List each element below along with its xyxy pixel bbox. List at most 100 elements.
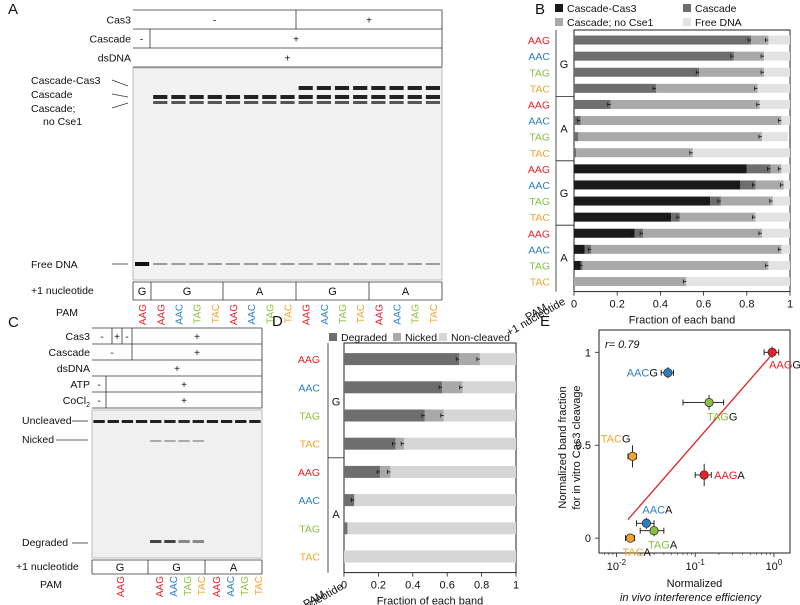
panel-a-pam-lane: TAG [193,304,204,324]
panel-letter-e: E [540,313,550,330]
panel-b-bar-free-dna [781,164,790,174]
cascade-band [298,95,313,99]
panel-c-row-label-sub: 2 [86,402,90,409]
cascade-no-cse1-band [153,101,168,104]
panel-b-bar-free-dna [764,51,790,61]
panel-b-bar-cascade-no-cse1 [582,260,769,270]
panel-a-pam-lane: TAG [411,304,422,324]
panel-d-bar-non-cleaved [344,550,516,563]
panel-d-category-label: AAG [298,467,320,479]
band-label-uncleaved: Uncleaved [22,415,72,427]
panel-b-legend-label: Cascade [695,3,737,15]
cascade-band [334,95,350,99]
panel-b-bar-free-dna [759,99,790,109]
panel-d-bar-degraded [344,522,348,535]
free-dna-band [425,263,441,265]
panel-d-bar-non-cleaved [347,522,516,535]
panel-b-x-tick-label: 0.2 [610,299,625,311]
uncleaved-band [249,420,261,423]
panel-e-point-label-nuc: G [729,411,738,423]
cascade-no-cse1-band [334,101,350,104]
panel-b-x-tick-label: 0.8 [739,299,754,311]
cascade-cas3-band [334,86,350,90]
panel-b-legend-label: Cascade; no Cse1 [567,17,654,29]
panel-e-point-label-pam: AAC [627,368,650,380]
band-label-cascade-no-cse1: Cascade; [31,103,75,115]
panel-e-x-tick-exponent: -1 [698,558,706,567]
cascade-band [353,95,368,99]
panel-b-category-label: AAC [528,244,550,256]
panel-b-x-tick-label: 0 [571,299,577,311]
panel-d-bar-nicked [459,353,480,366]
free-dna-band [389,263,404,265]
panel-b-bar-free-dna [772,196,790,206]
panel-b-legend-swatch [683,4,691,12]
panel-c-cell-value: + [181,396,187,407]
cascade-band [207,95,222,99]
panel-d-legend-swatch [393,333,401,341]
panel-d-category-label: TAC [300,439,321,451]
panel-b-y-label-nuc: +1 nucleotide [505,296,568,339]
panel-b-bar-free-dna [768,260,790,270]
panel-b-category-label: AAC [528,116,550,128]
panel-e-x-tick-exponent: 0 [778,558,783,567]
panel-d-category-label: TAC [300,552,321,564]
panel-c-pam-lane: AAG [116,576,127,597]
panel-b-category-label: TAC [530,148,551,160]
panel-a-pam-lane: AAC [247,304,258,325]
panel-b-bar-cascade-no-cse1 [679,212,756,222]
cascade-no-cse1-band [207,101,222,104]
panel-b-bar-cascade-no-cse1 [610,99,760,109]
panel-c-pam-lane: TAC [254,576,265,595]
cascade-no-cse1-band [244,101,259,104]
panel-b-bar-cascade [574,99,611,109]
cascade-band [153,95,168,99]
panel-d-legend-swatch [329,333,337,341]
panel-c-row-label: Cas3 [65,331,90,343]
panel-d-legend-swatch [439,333,447,341]
panel-a-nuc-group: A [256,286,264,298]
cascade-no-cse1-band [171,101,186,104]
panel-e-point-label: AAGG [769,359,800,371]
panel-c-cell-value: - [125,332,128,343]
panel-a-pam-lane: TAC [356,304,367,323]
free-dna-band [407,263,422,265]
panel-c-cell-value: - [110,348,113,359]
panel-d-x-tick-label: 1 [513,580,519,592]
panel-b-bar-cascade-no-cse1 [643,228,762,238]
panel-b-bar-cascade-no-cse1 [591,244,782,254]
cascade-no-cse1-band [389,101,404,104]
panel-b-category-label: TAC [530,212,551,224]
panel-e-point-label-nuc: G [649,368,658,380]
free-dna-band [316,263,331,265]
free-dna-band [207,263,222,265]
panel-c-cell-value: + [114,332,120,343]
panel-a-pam-label: PAM [56,307,78,319]
panel-a-pam-lane: TAC [429,304,440,323]
panel-e-y-tick-label: 0.5 [576,440,591,452]
cascade-cas3-band [425,86,441,90]
uncleaved-band [220,420,233,423]
panel-a-row-label: Cascade [90,34,132,46]
panel-b-category-label: AAG [528,228,550,240]
panel-b-x-tick-label: 0.4 [653,299,668,311]
band-pointer [111,79,129,87]
free-dna-band [153,263,168,265]
panel-e-point-label: AACA [642,504,673,516]
panel-d-bar-degraded [344,437,396,450]
panel-b-group-label: A [560,252,568,264]
cascade-cas3-band [353,86,368,90]
cascade-band [316,95,331,99]
panel-b-bar-free-dna [783,180,790,190]
panel-d-x-tick-label: 0.6 [440,580,455,592]
panel-d-plot-frame [343,342,517,574]
band-pointer [111,102,129,109]
cascade-no-cse1-band [262,101,277,104]
panel-d-x-tick-label: 0.4 [405,580,420,592]
cascade-band [244,95,259,99]
cascade-cas3-band [298,86,313,90]
panel-a-cell-value: - [140,35,143,46]
panel-d-bar-degraded [344,494,355,507]
panel-b-bar-free-dna [781,116,790,126]
